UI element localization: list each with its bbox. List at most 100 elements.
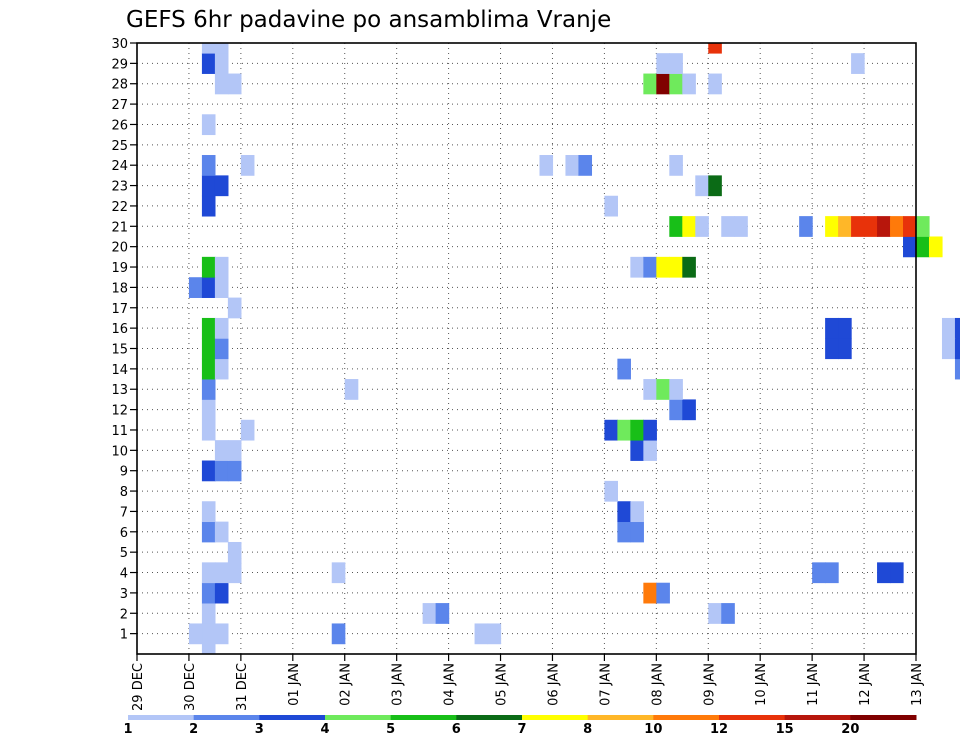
y-tick-label: 1 <box>120 628 128 643</box>
data-cell <box>201 358 216 380</box>
data-cell <box>669 379 683 400</box>
colorbar-label: 12 <box>710 722 728 737</box>
data-cell <box>201 155 216 176</box>
data-cell <box>812 562 826 584</box>
y-tick-label: 28 <box>111 78 128 93</box>
colorbar-swatch <box>193 715 260 720</box>
data-cell <box>201 521 216 543</box>
colorbar-swatch <box>850 715 917 720</box>
data-cell <box>201 175 216 197</box>
data-cell <box>188 623 203 645</box>
data-cell <box>344 379 359 400</box>
y-tick-label: 9 <box>120 465 128 480</box>
chart-title: GEFS 6hr padavine po ansamblima Vranje <box>126 7 611 33</box>
data-cell <box>656 379 670 400</box>
data-cell <box>227 541 242 563</box>
x-tick-label: 13 JAN <box>910 663 925 706</box>
y-tick-label: 7 <box>120 505 128 520</box>
data-cell <box>201 195 216 217</box>
y-tick-label: 8 <box>120 485 128 500</box>
x-tick-label: 09 JAN <box>702 663 717 706</box>
data-cell <box>630 501 644 523</box>
data-cell <box>669 155 683 176</box>
colorbar-swatch <box>259 715 326 720</box>
y-tick-label: 11 <box>111 424 128 439</box>
data-cell <box>630 440 644 461</box>
data-cell <box>201 419 216 441</box>
y-tick-label: 13 <box>111 383 128 398</box>
y-tick-label: 10 <box>111 444 128 459</box>
data-cell <box>201 379 216 400</box>
data-cell <box>877 562 891 584</box>
y-tick-label: 20 <box>111 241 128 256</box>
data-cell <box>201 256 216 278</box>
x-tick-label: 29 DEC <box>131 663 146 711</box>
colorbar-label: 4 <box>320 722 329 737</box>
data-cell <box>201 643 216 655</box>
data-cell <box>656 73 670 95</box>
data-cell <box>201 53 216 74</box>
plot-frame <box>136 42 917 655</box>
x-tick-label: 02 JAN <box>339 663 354 706</box>
data-cell <box>669 53 683 74</box>
data-cell <box>695 216 709 237</box>
data-cell <box>916 216 930 237</box>
data-cell <box>954 358 960 380</box>
colorbar-label: 8 <box>583 722 592 737</box>
data-cell <box>643 582 657 604</box>
data-cell <box>214 256 229 278</box>
data-cell <box>214 53 229 74</box>
colorbar-swatch <box>325 715 392 720</box>
data-cell <box>201 399 216 421</box>
data-cell <box>721 216 735 237</box>
colorbar-swatch <box>587 715 654 720</box>
data-cell <box>643 256 657 278</box>
data-cell <box>474 623 489 645</box>
data-cell <box>201 277 216 298</box>
x-tick-label: 30 DEC <box>183 663 198 711</box>
colorbar-swatch <box>128 715 195 720</box>
data-cell <box>941 317 956 339</box>
data-cell <box>214 562 229 584</box>
y-tick-label: 17 <box>111 302 128 317</box>
data-cell <box>695 175 709 197</box>
y-tick-label: 4 <box>120 567 128 582</box>
x-tick-label: 04 JAN <box>443 663 458 706</box>
data-cell <box>838 317 852 339</box>
data-cell <box>669 399 683 421</box>
data-cell <box>643 73 657 95</box>
colorbar-label: 6 <box>452 722 461 737</box>
data-cell <box>838 338 852 360</box>
data-cell <box>617 501 631 523</box>
colorbar-label: 10 <box>644 722 662 737</box>
data-cell <box>201 460 216 482</box>
data-cell <box>682 256 696 278</box>
data-cell <box>201 562 216 584</box>
y-tick-label: 26 <box>111 118 128 133</box>
x-tick-label: 31 DEC <box>235 663 250 711</box>
data-cell <box>604 480 618 502</box>
data-cell <box>214 73 229 95</box>
data-cell <box>188 277 203 298</box>
y-tick-label: 5 <box>120 546 128 561</box>
data-cell <box>630 256 644 278</box>
data-cell <box>864 216 878 237</box>
data-cell <box>565 155 580 176</box>
data-cell <box>539 155 554 176</box>
colorbar-label: 5 <box>386 722 395 737</box>
x-tick-label: 11 JAN <box>806 663 821 706</box>
data-cell <box>682 73 696 95</box>
data-cell <box>331 562 346 584</box>
data-cell <box>214 440 229 461</box>
data-cell <box>941 338 956 360</box>
x-tick-label: 07 JAN <box>598 663 613 706</box>
data-cell <box>656 53 670 74</box>
data-cell <box>578 155 593 176</box>
y-tick-label: 22 <box>111 200 128 215</box>
data-cell <box>954 317 960 339</box>
y-tick-label: 21 <box>111 220 128 235</box>
data-cell <box>487 623 502 645</box>
data-cell <box>435 603 450 624</box>
colorbar-label: 7 <box>517 722 526 737</box>
